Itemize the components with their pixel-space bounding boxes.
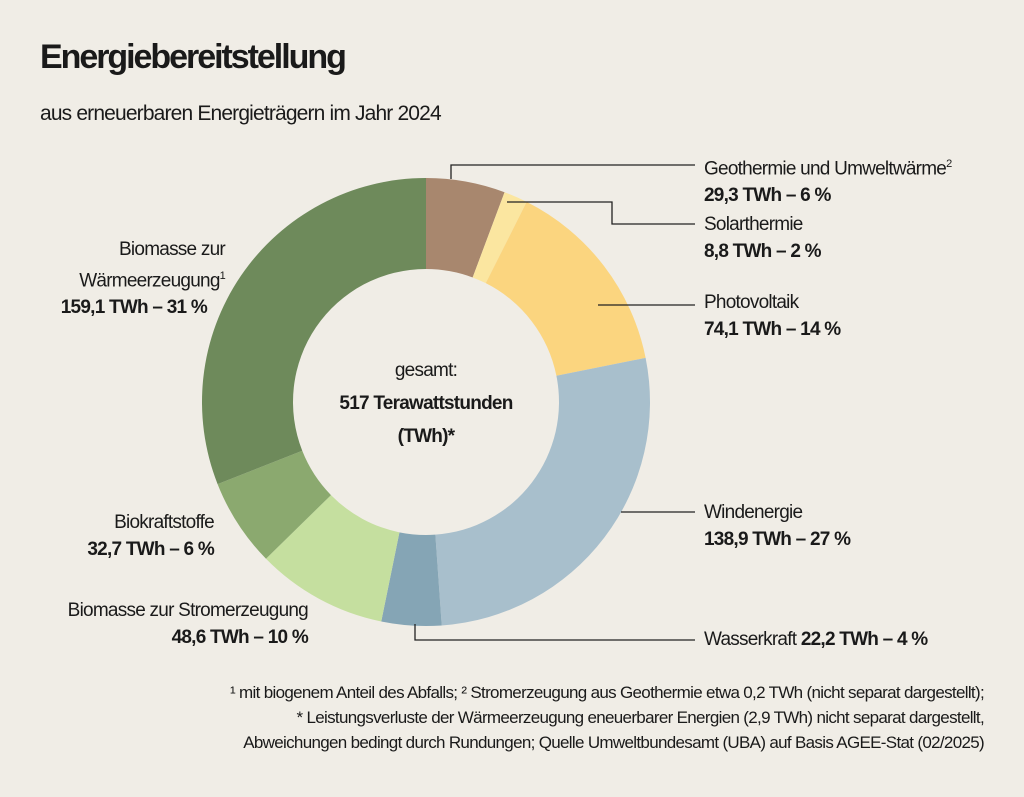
footnote-2: * Leistungsverluste der Wärmeerzeugung e… — [296, 708, 984, 727]
slice-solarthermie — [472, 192, 527, 284]
total-label: gesamt: 517 Terawattstunden (TWh)* — [326, 354, 526, 453]
label-value: 29,3 TWh – 6 % — [704, 185, 831, 207]
total-prefix: gesamt: — [394, 360, 458, 381]
label-value: 138,9 TWh – 27 % — [704, 529, 851, 550]
label-photovoltaik: Photovoltaik 74,1 TWh – 14 % — [704, 289, 841, 343]
label-name: Photovoltaik — [704, 292, 799, 313]
label-value: 159,1 TWh – 31 % — [60, 297, 208, 319]
label-windenergie: Windenergie 138,9 TWh – 27 % — [704, 499, 851, 553]
label-value: 32,7 TWh – 6 % — [87, 539, 214, 560]
label-value: 74,1 TWh – 14 % — [704, 319, 841, 340]
label-value: 8,8 TWh – 2 % — [704, 241, 822, 262]
slice-biomasse-zur-wärmeerzeugung — [201, 178, 426, 485]
label-name: Geothermie und Umweltwärme — [704, 158, 947, 180]
footnote-marker: 2 — [946, 158, 952, 170]
label-name-line1: Biomasse zur — [119, 239, 226, 260]
label-biomasse-strom: Biomasse zur Stromerzeugung 48,6 TWh – 1… — [67, 597, 309, 651]
label-name: Wasserkraft — [704, 629, 797, 650]
slice-windenergie — [435, 357, 651, 626]
leader-line-geothermie — [450, 164, 695, 179]
slice-biomasse-zur-stromerzeugung — [265, 495, 400, 622]
slice-wasserkraft — [381, 532, 442, 626]
footnote-3: Abweichungen bedingt durch Rundungen; Qu… — [243, 733, 984, 752]
slice-biokraftstoffe — [217, 450, 331, 559]
label-solarthermie: Solarthermie 8,8 TWh – 2 % — [704, 211, 822, 265]
label-value: 48,6 TWh – 10 % — [171, 627, 309, 648]
leader-line-solarthermie — [507, 201, 695, 225]
label-name: Windenergie — [704, 502, 803, 523]
chart-title: Energiebereitstellung — [40, 38, 347, 76]
label-name: Solarthermie — [704, 214, 803, 235]
label-biomasse-waerme: Biomasse zur Wärmeerzeugung1 159,1 TWh –… — [60, 236, 226, 321]
label-name-line2: Wärmeerzeugung — [79, 270, 220, 292]
total-unit: (TWh)* — [397, 426, 455, 447]
label-value: 22,2 TWh – 4 % — [800, 629, 928, 650]
label-geothermie: Geothermie und Umweltwärme2 29,3 TWh – 6… — [704, 151, 952, 209]
slice-photovoltaik — [485, 201, 646, 376]
chart-subtitle: aus erneuerbaren Energieträgern im Jahr … — [40, 102, 442, 125]
footnotes: ¹ mit biogenem Anteil des Abfalls; ² Str… — [230, 680, 985, 755]
slice-geothermie-und-umweltwärme — [426, 178, 505, 278]
label-wasserkraft: Wasserkraft 22,2 TWh – 4 % — [704, 626, 928, 653]
label-name: Biokraftstoffe — [114, 512, 215, 533]
label-name: Biomasse zur Stromerzeugung — [67, 600, 309, 621]
label-biokraftstoffe: Biokraftstoffe 32,7 TWh – 6 % — [87, 509, 214, 563]
total-value: 517 Terawattstunden — [339, 393, 513, 414]
footnote-marker: 1 — [219, 270, 226, 282]
leader-line-wasserkraft — [414, 624, 695, 641]
footnote-1: ¹ mit biogenem Anteil des Abfalls; ² Str… — [230, 683, 985, 702]
